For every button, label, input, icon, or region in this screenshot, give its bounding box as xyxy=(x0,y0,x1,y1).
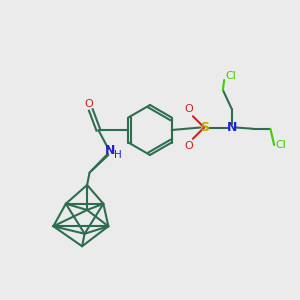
Text: N: N xyxy=(226,121,237,134)
Text: H: H xyxy=(115,150,122,160)
Text: O: O xyxy=(84,99,93,109)
Text: O: O xyxy=(184,104,193,114)
Text: S: S xyxy=(200,121,209,134)
Text: Cl: Cl xyxy=(276,140,286,150)
Text: N: N xyxy=(104,143,115,157)
Text: Cl: Cl xyxy=(226,71,236,81)
Text: O: O xyxy=(184,141,193,151)
